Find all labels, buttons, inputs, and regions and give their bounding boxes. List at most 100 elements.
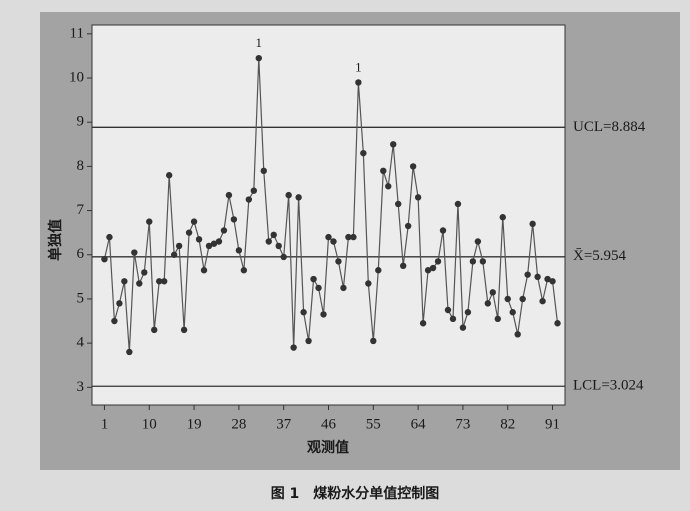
data-point	[305, 337, 312, 345]
data-point	[380, 167, 387, 175]
data-point	[190, 218, 198, 225]
x-tick-label: 28	[231, 416, 246, 432]
data-point	[464, 309, 472, 316]
data-point	[111, 317, 118, 325]
data-point	[340, 284, 347, 292]
y-tick-label: 11	[70, 25, 84, 41]
data-point	[205, 242, 213, 250]
y-tick-label: 5	[77, 290, 85, 306]
data-point	[524, 271, 531, 278]
data-point	[275, 242, 282, 250]
x-tick-label: 19	[187, 416, 202, 432]
data-point	[355, 79, 362, 86]
y-tick-label: 9	[77, 114, 85, 130]
data-point	[335, 258, 342, 265]
data-point	[320, 311, 327, 318]
x-tick-label: 91	[545, 416, 560, 432]
data-point	[151, 326, 158, 334]
data-point	[136, 280, 143, 287]
data-point	[454, 200, 462, 208]
data-point	[494, 315, 501, 323]
data-point	[250, 187, 258, 194]
data-line	[103, 58, 559, 353]
data-point	[146, 218, 153, 225]
data-point	[185, 229, 193, 236]
data-point	[225, 191, 233, 199]
data-point	[429, 264, 437, 272]
plot-area	[91, 24, 566, 406]
data-point	[539, 297, 546, 305]
data-point	[444, 306, 452, 314]
y-tick-label: 4	[77, 335, 85, 351]
y-tick-label: 6	[77, 246, 85, 262]
data-point	[235, 247, 243, 254]
data-point	[215, 238, 223, 245]
control-line-label: UCL=8.884	[573, 119, 646, 135]
x-tick-label: 37	[276, 416, 292, 432]
data-point	[504, 295, 511, 303]
data-point	[549, 278, 556, 285]
data-point	[270, 231, 277, 239]
data-point	[390, 141, 397, 148]
data-point	[170, 251, 178, 258]
data-point	[310, 275, 317, 283]
data-point	[245, 196, 253, 203]
x-tick-label: 73	[455, 416, 470, 432]
data-point	[195, 236, 203, 243]
x-tick-label: 64	[411, 416, 427, 432]
data-point	[280, 253, 287, 261]
data-point	[385, 183, 392, 190]
data-point	[180, 326, 188, 334]
x-tick-label: 82	[500, 416, 515, 432]
data-point	[544, 275, 551, 283]
x-tick-label: 1	[101, 416, 109, 432]
data-point	[499, 214, 506, 221]
data-point	[404, 222, 412, 230]
data-point	[424, 267, 432, 274]
data-point	[375, 267, 382, 274]
data-point	[315, 284, 322, 292]
data-point	[365, 280, 372, 287]
data-point	[554, 320, 561, 327]
data-point	[434, 258, 442, 265]
x-axis-label: 观测值	[307, 439, 349, 456]
data-point	[360, 149, 367, 157]
data-point	[165, 172, 173, 179]
data-point	[300, 309, 307, 316]
data-point	[484, 300, 492, 307]
data-point	[240, 267, 248, 274]
data-point	[126, 348, 133, 356]
annotation: 1	[355, 59, 362, 74]
x-tick-label: 55	[366, 416, 381, 432]
data-point	[469, 258, 477, 265]
x-tick-label: 10	[142, 416, 157, 432]
data-point	[370, 337, 377, 345]
caption: 图 1 煤粉水分单值控制图	[271, 485, 440, 502]
data-point	[160, 278, 168, 285]
data-point	[350, 233, 357, 241]
data-point	[106, 233, 113, 241]
data-point	[156, 278, 163, 285]
data-point	[514, 331, 521, 338]
control-line-label: LCL=3.024	[573, 378, 644, 394]
data-point	[519, 295, 526, 303]
data-point	[345, 233, 352, 241]
data-point	[131, 249, 138, 256]
data-point	[439, 227, 447, 234]
y-axis-label: 单独值	[47, 219, 64, 261]
data-point	[409, 163, 417, 170]
annotation: 1	[256, 35, 263, 50]
control-line-label: X̄=5.954	[573, 248, 627, 264]
data-point	[295, 194, 302, 201]
data-point	[175, 242, 183, 250]
data-point	[290, 344, 297, 351]
y-tick-label: 8	[77, 158, 85, 174]
data-point	[489, 289, 497, 296]
data-point	[459, 324, 467, 331]
data-point	[399, 262, 407, 270]
data-point	[509, 309, 516, 316]
data-point	[200, 267, 208, 274]
data-point	[395, 200, 402, 208]
data-point	[479, 258, 487, 265]
